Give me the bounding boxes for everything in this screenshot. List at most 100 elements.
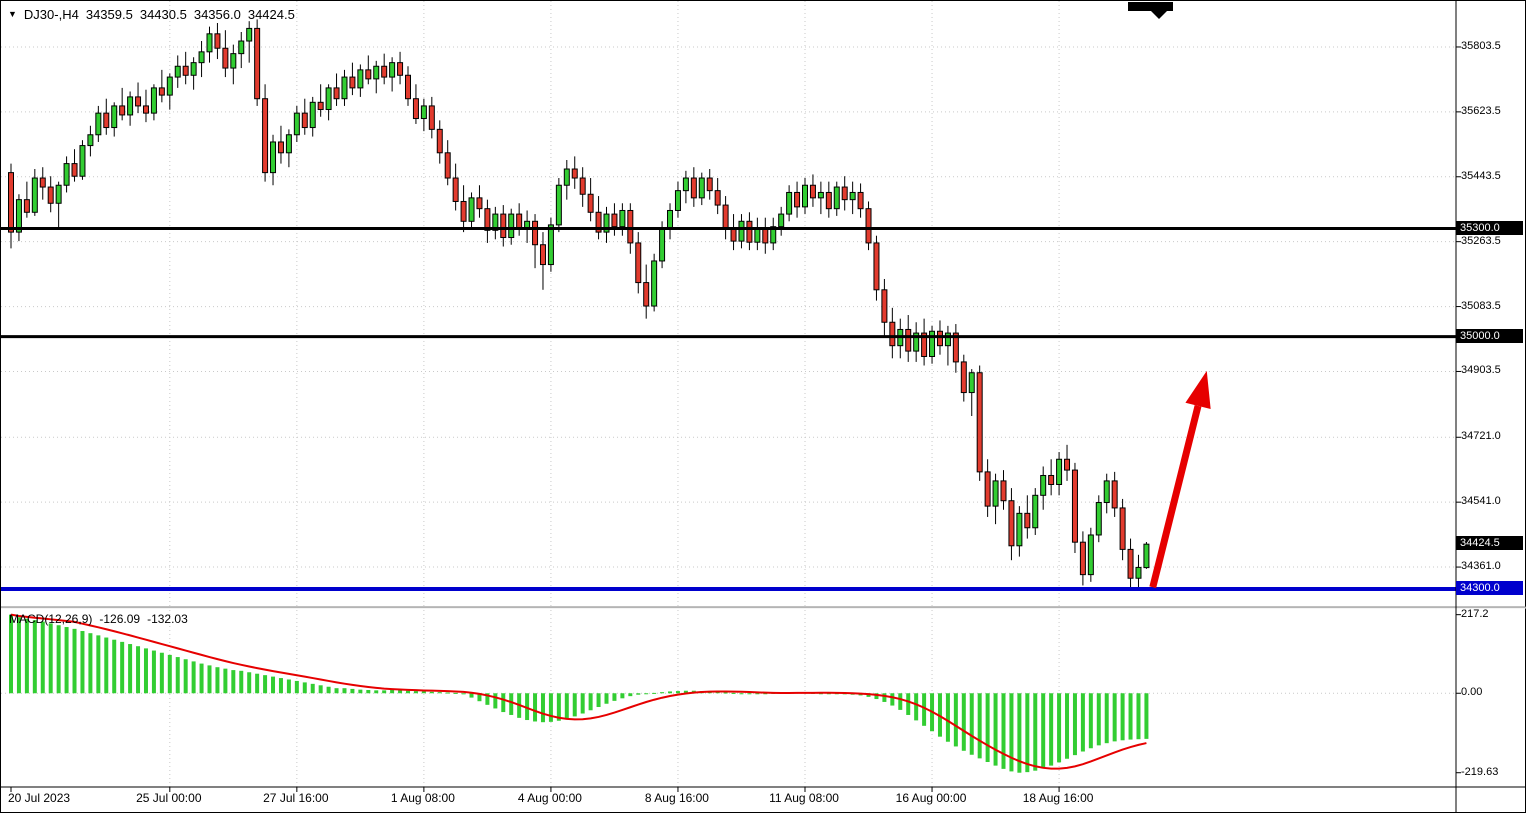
macd-histogram-bar [755,693,760,695]
candle-body [428,105,435,130]
time-axis-label: 25 Jul 00:00 [136,791,202,805]
macd-histogram-bar [477,693,482,702]
candle-body [873,242,880,291]
price-axis-label: 35263.5 [1461,234,1501,247]
macd-histogram-bar [723,692,728,694]
candle-body [79,145,86,177]
macd-histogram-bar [445,692,450,694]
macd-histogram-bar [374,690,379,694]
price-badge: 34300.0 [1456,581,1523,596]
macd-histogram-bar [683,690,688,694]
symbol-period-label: DJ30-,H4 [23,7,79,22]
candle-body [420,105,427,120]
candle-body [936,330,943,347]
candle-body [944,332,951,347]
candle-body [579,177,586,195]
candle-body [619,209,626,228]
macd-histogram-bar [278,678,283,694]
macd-histogram-bar [334,688,339,694]
candle-body [1127,548,1134,579]
candle-body [1087,534,1094,576]
macd-histogram-bar [620,693,625,699]
candle-body [762,228,769,244]
macd-histogram-bar [1136,693,1141,740]
symbol-dropdown-icon[interactable]: ▼ [8,9,17,19]
candle-body [190,62,197,76]
macd-histogram-bar [969,693,974,755]
macd-histogram-bar [167,654,172,694]
candle-body [635,242,642,284]
macd-histogram-bar [1128,693,1133,740]
candle-body [1119,507,1126,550]
macd-histogram-bar [985,693,990,762]
candle-body [8,172,14,233]
macd-histogram-bar [437,692,442,694]
macd-axis-label: 217.2 [1461,607,1489,620]
macd-histogram-bar [1001,693,1006,769]
candle-body [111,105,118,129]
candle-body [611,213,618,228]
macd-histogram-bar [993,693,998,766]
macd-histogram-bar [731,692,736,694]
macd-histogram-bar [159,652,164,694]
macd-histogram-bar [406,690,410,694]
symbol-header: ▼ DJ30-,H4 34359.5 34430.5 34356.0 34424… [8,7,295,22]
candle-body [55,184,62,204]
candle-body [802,184,808,208]
candle-body [603,213,610,233]
macd-histogram-bar [1144,693,1149,739]
candle-body [484,208,491,231]
candle-body [555,184,562,226]
macd-histogram-bar [191,661,196,694]
macd-histogram-bar [644,693,649,695]
macd-histogram-bar [453,692,458,694]
macd-histogram-bar [572,693,577,717]
time-axis-label: 18 Aug 16:00 [1022,791,1094,805]
candle-body [174,65,181,78]
macd-histogram-bar [461,693,466,695]
candle-body [285,134,292,154]
candle-body [1008,500,1015,547]
macd-name: MACD(12,26,9) [9,612,93,626]
macd-histogram-bar [326,686,331,694]
macd-histogram-bar [660,692,665,694]
candle-body [1032,494,1039,529]
ohlc-close: 34424.5 [247,7,295,22]
candle-body [468,197,475,222]
candle-body [905,328,912,352]
shift-marker-triangle[interactable] [1151,11,1167,19]
macd-histogram-bar [1096,693,1101,746]
candle-body [770,226,777,244]
macd-histogram-bar [636,693,641,695]
macd-axis-label: -219.63 [1461,765,1499,778]
macd-histogram-bar [509,693,514,715]
macd-histogram-bar [112,639,117,694]
candle-body [921,332,928,358]
macd-axis[interactable] [1456,1,1526,787]
ohlc-low: 34356.0 [193,7,241,22]
candle-body [849,191,856,201]
candle-body [714,190,721,206]
candle-body [15,199,22,233]
arrow-shaft[interactable] [1149,405,1202,589]
candle-body [142,105,149,114]
macd-histogram-bar [310,683,315,694]
candle-body [397,62,404,76]
candle-body [913,332,920,352]
ohlc-high: 34430.5 [139,7,187,22]
time-axis[interactable] [1,787,1456,813]
macd-histogram-bar [1112,693,1117,742]
candle-body [865,208,872,244]
macd-histogram-bar [64,627,69,694]
candle-body [587,193,594,213]
macd-histogram-bar [977,693,982,759]
candle-body [500,213,507,239]
macd-histogram-bar [588,693,593,711]
macd-histogram-bar [151,650,156,694]
arrow-head[interactable] [1185,370,1211,409]
candle-body [539,244,546,266]
candle-body [198,51,205,64]
macd-histogram-bar [469,693,474,698]
